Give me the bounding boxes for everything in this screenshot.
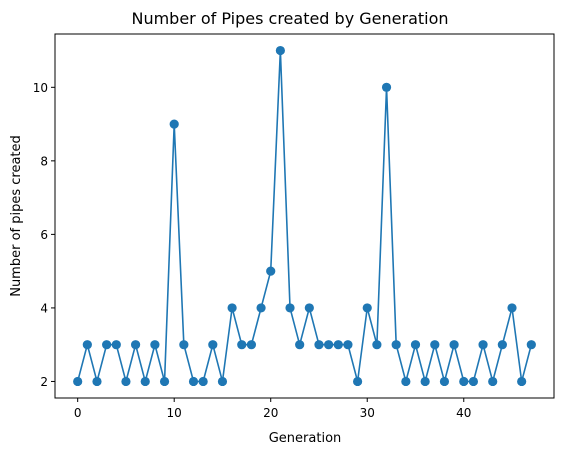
y-axis-label: Number of pipes created <box>9 135 24 297</box>
data-point <box>324 340 334 350</box>
data-point <box>507 303 517 313</box>
series-line <box>76 49 533 383</box>
data-point <box>439 376 450 387</box>
data-point <box>333 340 343 350</box>
data-point <box>372 340 382 350</box>
data-point <box>159 376 170 387</box>
data-point <box>198 376 208 387</box>
data-point <box>410 340 421 350</box>
y-axis: 2 4 6 8 10 <box>33 81 55 389</box>
data-point <box>401 376 411 387</box>
data-point <box>266 266 276 276</box>
y-tick-label: 2 <box>40 375 48 389</box>
data-point <box>246 340 257 350</box>
plot-area <box>73 45 536 387</box>
data-point <box>121 376 131 387</box>
data-point <box>111 340 121 350</box>
data-point <box>295 340 305 350</box>
x-axis-label: Generation <box>269 431 342 446</box>
data-point <box>73 376 83 387</box>
data-point <box>208 340 218 350</box>
data-point <box>150 340 160 350</box>
data-point <box>169 119 179 129</box>
data-point <box>179 340 189 350</box>
y-tick-label: 4 <box>40 301 48 315</box>
data-point <box>130 340 141 350</box>
data-point <box>488 376 498 387</box>
data-point <box>92 376 102 387</box>
x-tick-label: 20 <box>263 406 278 420</box>
data-point <box>188 376 199 387</box>
data-point <box>478 340 488 350</box>
y-tick-label: 6 <box>40 228 48 242</box>
data-point <box>285 303 295 313</box>
chart-title: Number of Pipes created by Generation <box>131 9 448 28</box>
x-axis: 0 10 20 30 40 <box>74 398 471 420</box>
x-tick-label: 30 <box>360 406 375 420</box>
data-point <box>256 303 266 313</box>
plot-frame <box>54 33 555 399</box>
data-point <box>304 303 314 313</box>
data-point <box>526 340 536 350</box>
x-tick-label: 0 <box>74 406 82 420</box>
data-point <box>468 376 479 387</box>
data-point <box>391 340 401 350</box>
data-point <box>82 340 92 350</box>
x-tick-label: 40 <box>456 406 471 420</box>
data-point <box>362 303 372 313</box>
data-point <box>237 340 247 350</box>
data-point <box>517 376 527 387</box>
x-tick-label: 10 <box>167 406 182 420</box>
data-point <box>140 376 150 387</box>
data-point <box>381 82 392 92</box>
data-point <box>497 340 507 350</box>
data-point <box>217 376 228 387</box>
data-point <box>420 376 430 387</box>
y-tick-label: 10 <box>33 81 48 95</box>
data-point <box>275 45 285 56</box>
data-point <box>102 340 112 350</box>
data-point <box>430 340 440 350</box>
data-point <box>459 376 469 387</box>
data-point <box>227 303 237 313</box>
data-point <box>343 340 353 350</box>
y-tick-label: 8 <box>40 154 48 168</box>
data-point <box>352 376 363 387</box>
data-point <box>449 340 459 350</box>
data-point <box>314 340 324 350</box>
